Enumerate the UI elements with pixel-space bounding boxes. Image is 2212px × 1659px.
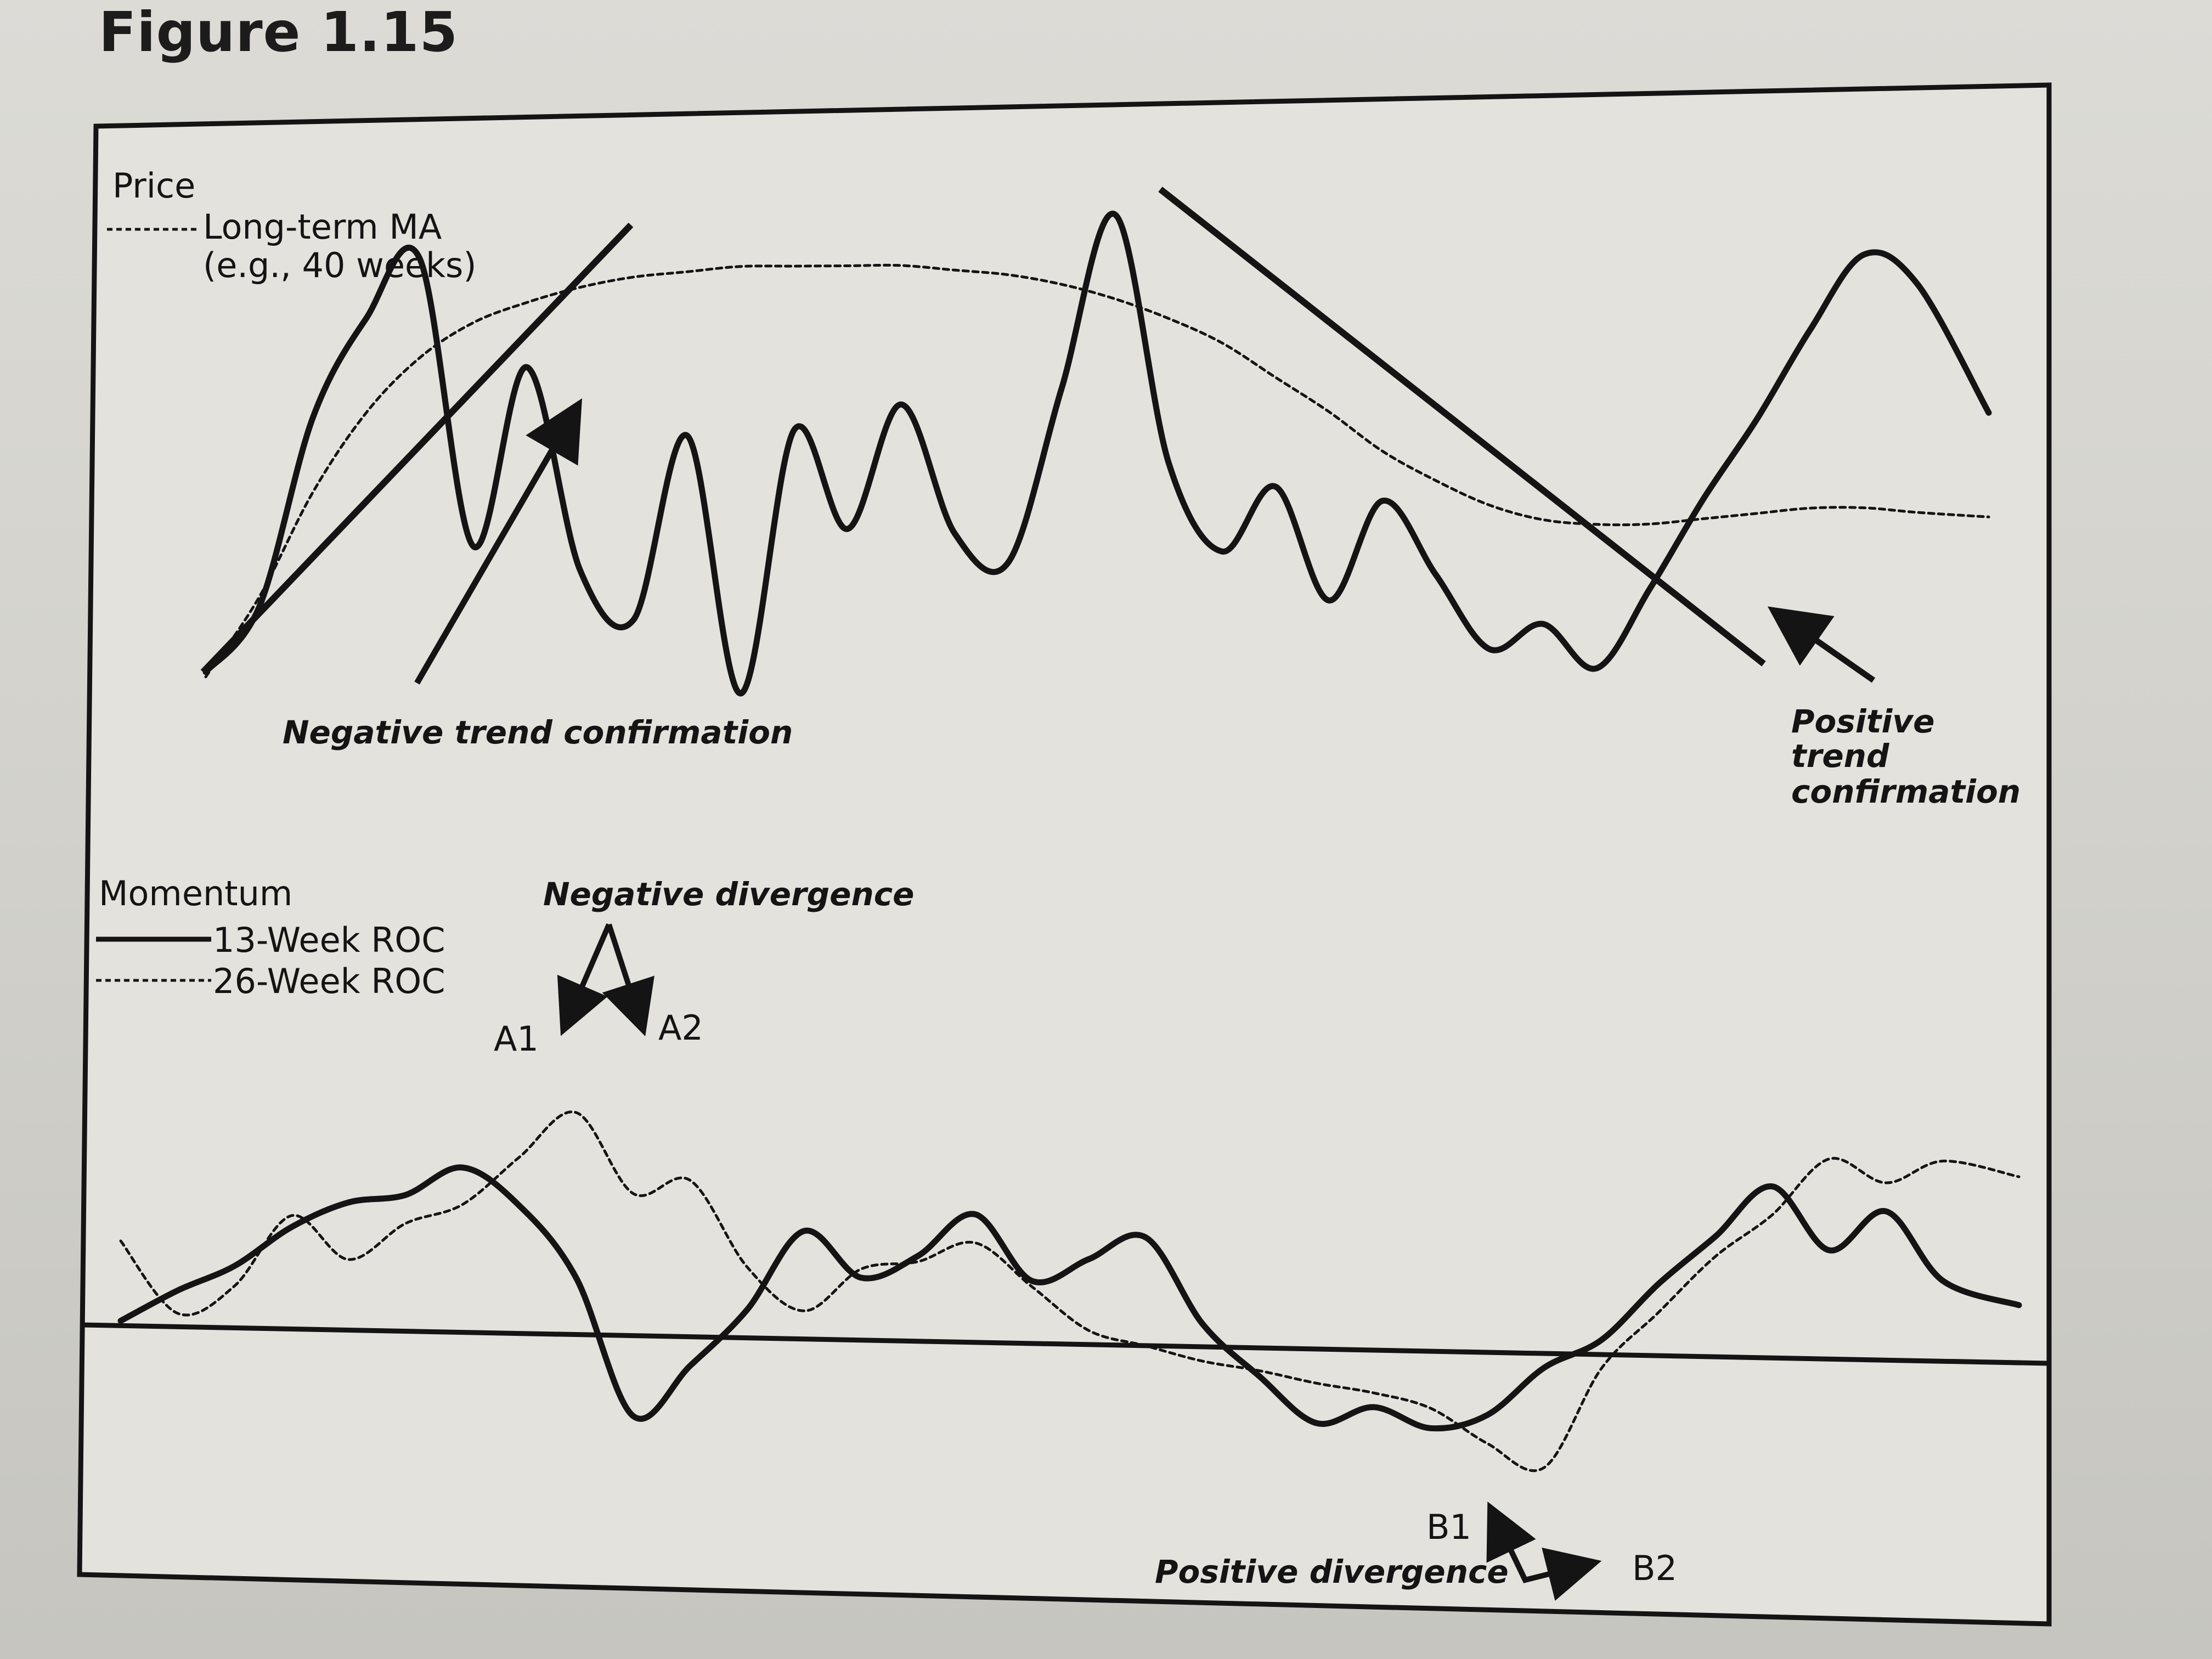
- momentum-panel-label: Momentum: [99, 873, 292, 913]
- price-panel-label: Price: [112, 166, 195, 206]
- positive-trend-label-2: trend: [1791, 737, 1889, 775]
- ma-legend-label: Long-term MA: [203, 207, 442, 247]
- long-term-ma-path: [204, 263, 1990, 679]
- negative-divergence-label: Negative divergence: [543, 876, 915, 913]
- positive-trend-arrow: [1767, 606, 1876, 683]
- long-term-ma-line: [204, 263, 1990, 679]
- downtrend-line: [1158, 187, 1766, 667]
- ma-legend-sublabel: (e.g., 40 weeks): [203, 245, 477, 285]
- arrow-to-b1: [1486, 1501, 1536, 1582]
- roc-26-week-line: [119, 1110, 2021, 1472]
- price-line: [202, 211, 1992, 697]
- roc-13-week-path: [117, 1164, 2022, 1432]
- positive-trend-label-3: confirmation: [1791, 773, 2021, 810]
- figure-title: Figure 1.15: [99, 0, 459, 64]
- chart-frame: [77, 82, 2052, 1627]
- negative-trend-label: Negative trend confirmation: [283, 714, 793, 751]
- zero-line: [82, 1322, 2048, 1366]
- positive-divergence-label: Positive divergence: [1155, 1553, 1509, 1590]
- label-b2: B2: [1632, 1548, 1677, 1588]
- arrow-to-a1: [557, 923, 612, 1036]
- roc26-legend-label: 26-Week ROC: [213, 961, 445, 1001]
- negative-trend-arrow: [414, 398, 583, 685]
- uptrend-line: [200, 222, 634, 675]
- arrow-to-a2: [602, 923, 654, 1037]
- roc-26-week-path: [119, 1110, 2021, 1472]
- roc13-legend-label: 13-Week ROC: [213, 920, 445, 960]
- price-path: [202, 211, 1992, 697]
- label-b1: B1: [1426, 1507, 1471, 1547]
- roc-13-week-line: [117, 1164, 2022, 1432]
- label-a2: A2: [658, 1008, 703, 1048]
- positive-trend-label-1: Positive: [1791, 703, 1935, 740]
- label-a1: A1: [494, 1019, 539, 1059]
